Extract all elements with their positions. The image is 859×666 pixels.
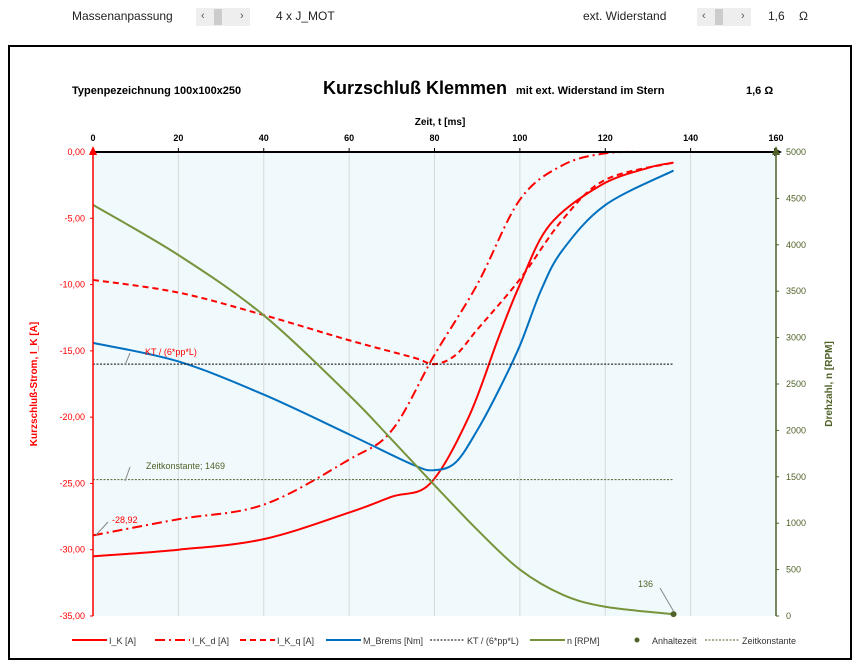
y2-tick-label: 1000 <box>786 518 806 528</box>
spin-thumb[interactable] <box>214 9 222 25</box>
header-resistance: 1,6 Ω <box>746 85 773 97</box>
y2-tick-label: 500 <box>786 565 801 575</box>
spin-left-icon[interactable]: ‹ <box>201 10 205 22</box>
y2-tick-label: 1500 <box>786 472 806 482</box>
chart-frame <box>8 45 852 660</box>
y-tick-label: 0,00 <box>67 147 85 157</box>
chart-title: Kurzschluß Klemmen <box>323 78 507 98</box>
y-tick-label: -35,00 <box>59 611 85 621</box>
y2-tick-label: 5000 <box>786 147 806 157</box>
annotation-leader <box>95 521 109 536</box>
y2-tick-label: 0 <box>786 611 791 621</box>
legend-label: Anhaltezeit <box>652 636 697 646</box>
annotation-anhaltezeit: 136 <box>638 579 653 589</box>
legend-label: M_Brems [Nm] <box>363 636 423 646</box>
resistance-spinner[interactable]: ‹ › <box>697 8 751 26</box>
x-tick-label: 120 <box>598 133 613 143</box>
mass-value: 4 x J_MOT <box>276 9 335 23</box>
y2-tick-label: 3500 <box>786 286 806 296</box>
annotation-leader <box>124 352 131 366</box>
spin-left-icon[interactable]: ‹ <box>702 10 706 22</box>
resistance-value: 1,6 <box>768 9 785 23</box>
y2-axis-label: Drehzahl, n [RPM] <box>824 341 835 427</box>
legend-label: I_K_d [A] <box>192 636 229 646</box>
chart-subtitle: mit ext. Widerstand im Stern <box>516 85 665 97</box>
x-tick-label: 40 <box>259 133 269 143</box>
x-axis-label: Zeit, t [ms] <box>415 117 466 128</box>
y2-tick-label: 3000 <box>786 333 806 343</box>
type-label: Typenpezeichnung 100x100x250 <box>72 85 241 97</box>
y-tick-label: -30,00 <box>59 545 85 555</box>
annotation-kt: KT / (6*pp*L) <box>145 347 197 357</box>
spin-thumb[interactable] <box>715 9 723 25</box>
x-tick-label: 100 <box>512 133 527 143</box>
legend-label: KT / (6*pp*L) <box>467 636 519 646</box>
x-tick-label: 0 <box>90 133 95 143</box>
y-tick-label: -5,00 <box>64 213 85 223</box>
resistance-label: ext. Widerstand <box>583 9 667 23</box>
legend-marker <box>634 637 640 643</box>
legend-label: Zeitkonstante <box>742 636 796 646</box>
legend-label: n [RPM] <box>567 636 600 646</box>
x-tick-label: 140 <box>683 133 698 143</box>
series-line-i-k-d-a <box>92 150 648 537</box>
mass-label: Massenanpassung <box>72 9 173 23</box>
y2-tick-label: 2500 <box>786 379 806 389</box>
y2-axis-arrow-icon <box>772 146 780 155</box>
spin-right-icon[interactable]: › <box>240 10 244 22</box>
annotation-leader <box>659 587 675 613</box>
y2-tick-label: 4000 <box>786 240 806 250</box>
annotation-start-value: -28,92 <box>112 515 138 525</box>
series-line-m-brems-nm <box>92 169 675 472</box>
mass-spinner[interactable]: ‹ › <box>196 8 250 26</box>
y-axis-label: Kurzschluß-Strom, I_K [A] <box>29 322 40 446</box>
annotation-zeitkonstante: Zeitkonstante; 1469 <box>146 461 225 471</box>
y-tick-label: -25,00 <box>59 478 85 488</box>
annotation-leader <box>124 466 131 482</box>
y2-tick-label: 2000 <box>786 425 806 435</box>
series-line-i-k-a <box>92 161 674 558</box>
resistance-unit: Ω <box>799 9 808 23</box>
x-tick-label: 80 <box>429 133 439 143</box>
y-axis-arrow-icon <box>89 146 97 155</box>
x-tick-label: 20 <box>173 133 183 143</box>
x-tick-label: 160 <box>768 133 783 143</box>
y-tick-label: -15,00 <box>59 346 85 356</box>
x-tick-label: 60 <box>344 133 354 143</box>
legend-label: I_K [A] <box>109 636 136 646</box>
y-tick-label: -10,00 <box>59 280 85 290</box>
anhaltezeit-marker <box>670 611 677 618</box>
spin-right-icon[interactable]: › <box>741 10 745 22</box>
series-line-n-rpm <box>92 204 674 616</box>
y2-tick-label: 4500 <box>786 193 806 203</box>
y-tick-label: -20,00 <box>59 412 85 422</box>
legend-label: I_K_q [A] <box>277 636 314 646</box>
